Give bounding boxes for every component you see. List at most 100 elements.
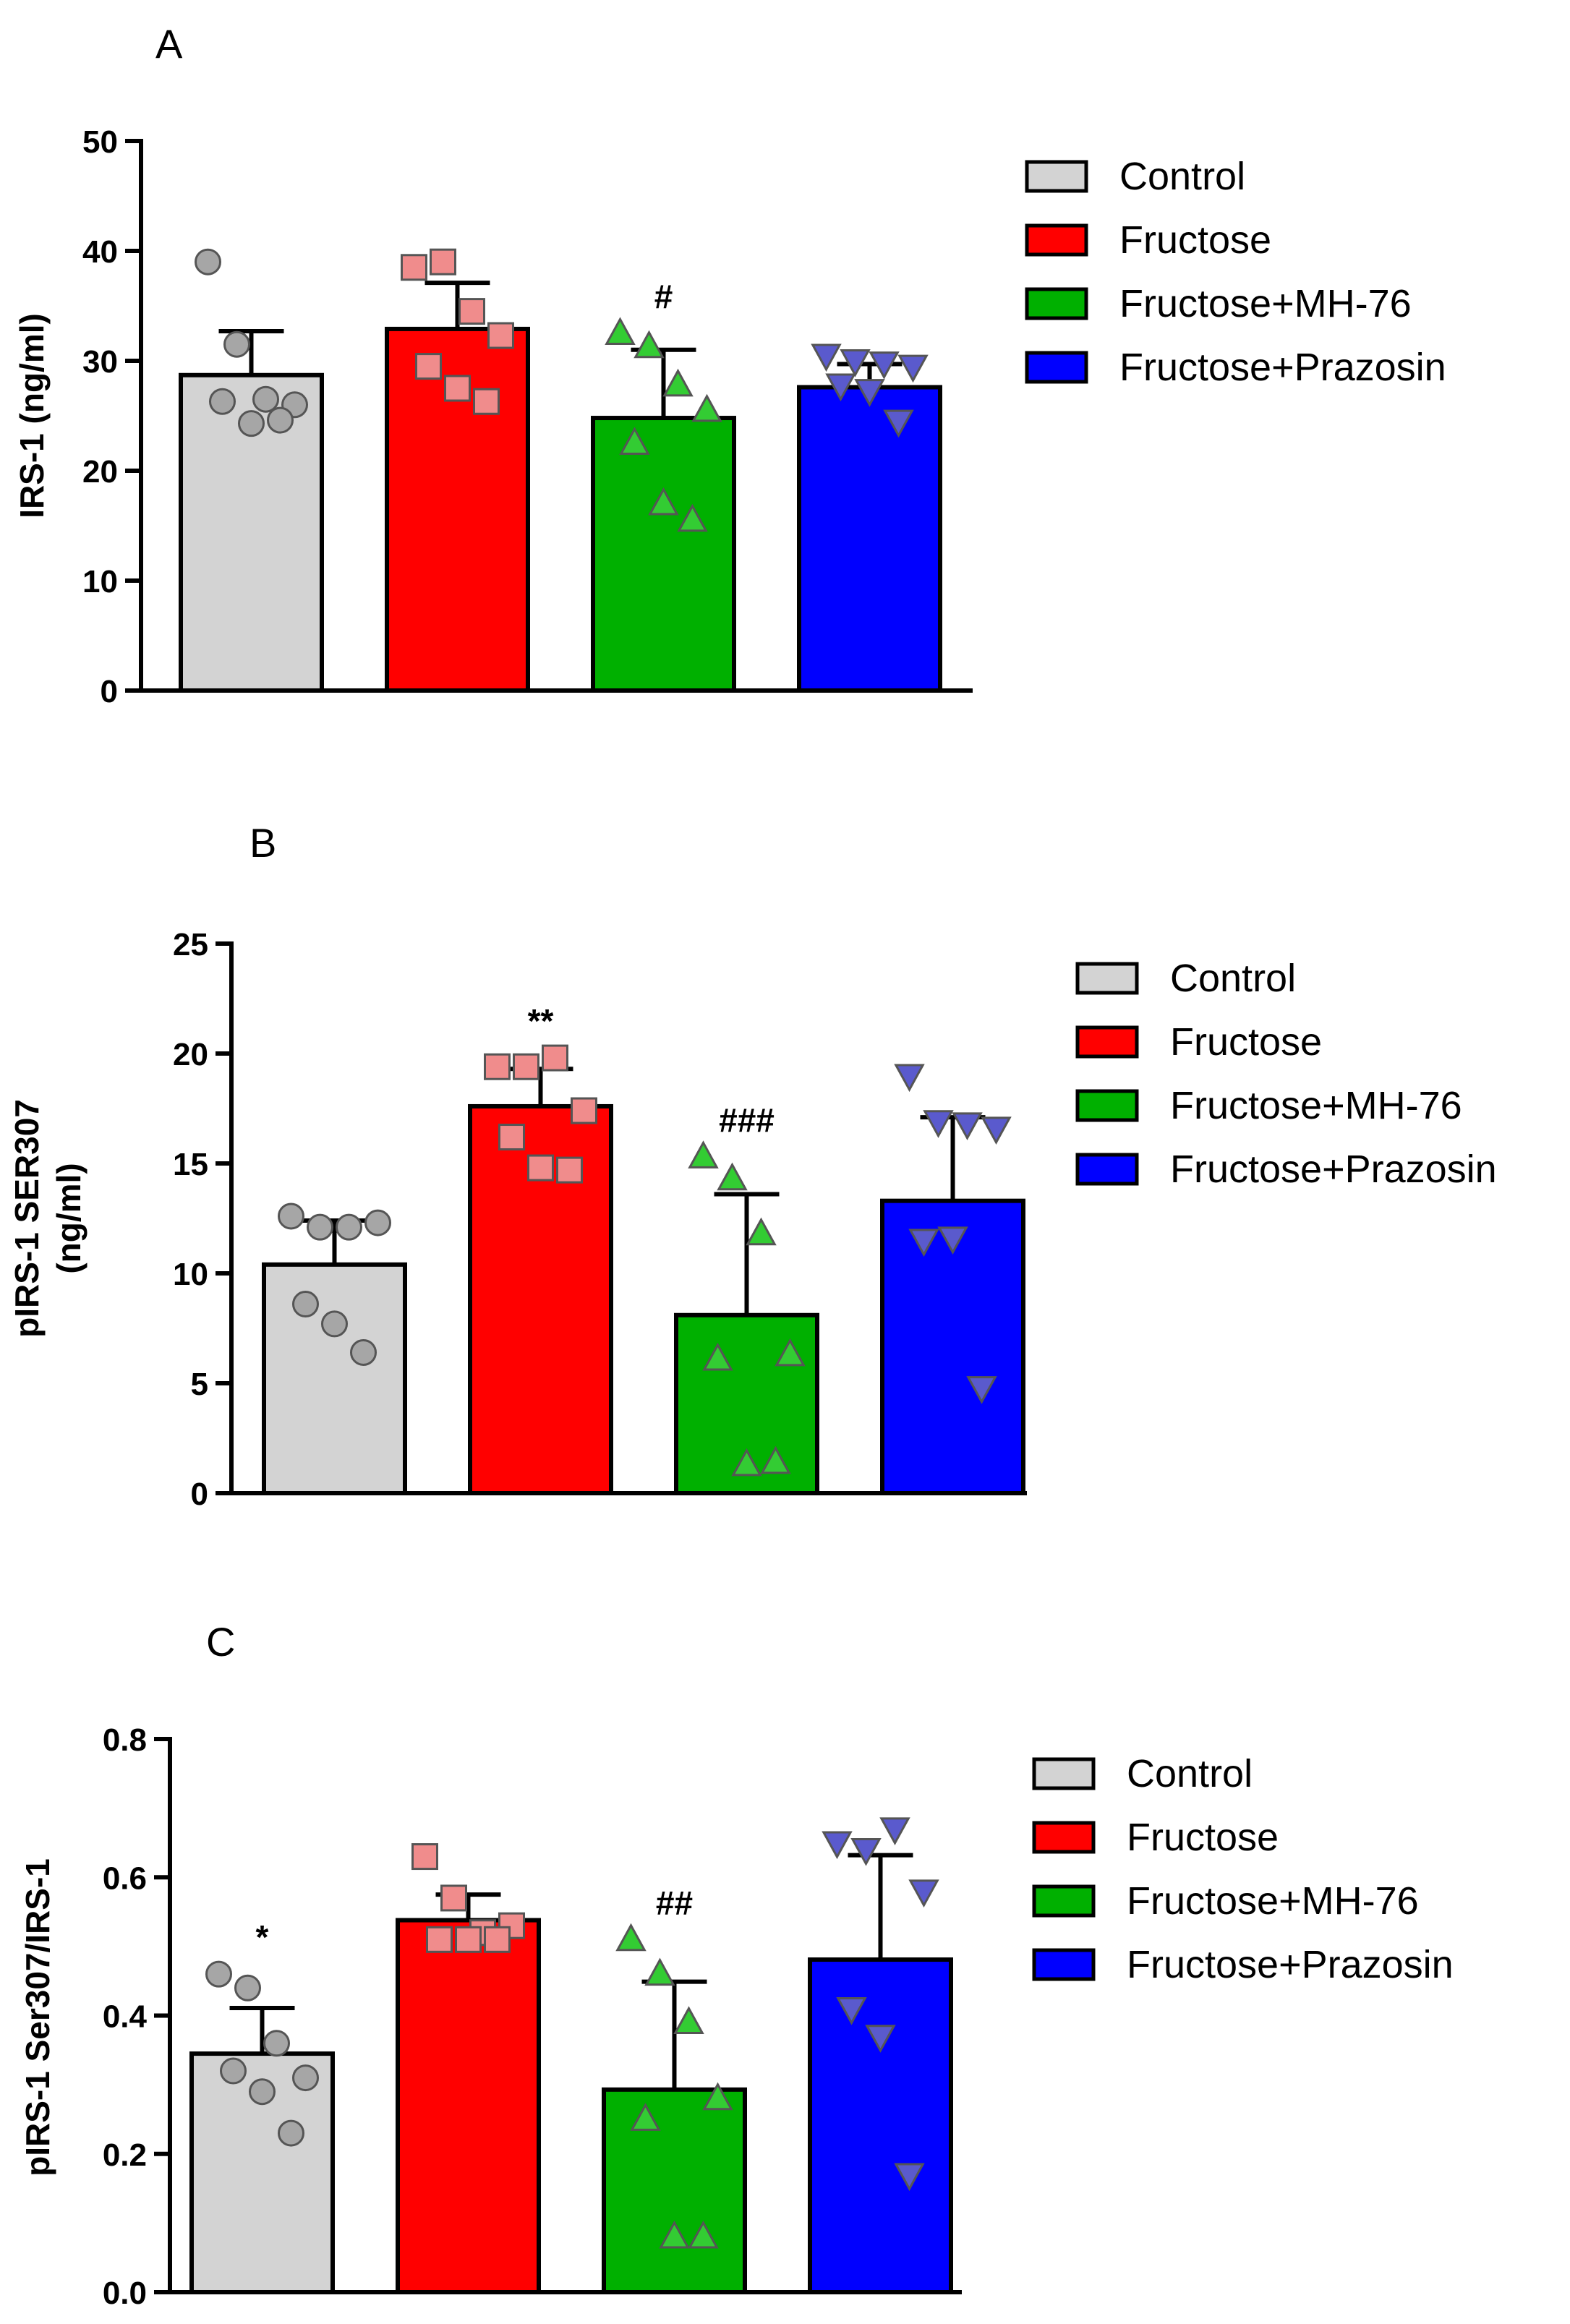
bar: [797, 385, 942, 693]
data-point: [633, 330, 665, 359]
legend-swatch: [1025, 287, 1088, 320]
bar: [808, 1957, 953, 2294]
data-point: [908, 1229, 939, 1257]
data-point: [966, 1376, 997, 1404]
data-point: [484, 1053, 511, 1080]
bar: [396, 1918, 541, 2295]
legend-label: Fructose: [1119, 218, 1271, 262]
y-tick-label: 30: [82, 344, 118, 380]
panel-label: B: [249, 820, 276, 866]
data-point: [869, 351, 900, 380]
data-point: [615, 1923, 647, 1952]
y-tick-label: 20: [82, 454, 118, 490]
data-point: [879, 1817, 910, 1845]
data-point: [673, 2006, 704, 2035]
legend-label: Fructose+Prazosin: [1119, 346, 1446, 389]
data-point: [923, 1110, 954, 1138]
data-point: [278, 2119, 304, 2147]
data-point: [430, 248, 456, 275]
significance-label: *: [256, 1918, 269, 1956]
legend-swatch: [1025, 160, 1088, 193]
data-point: [702, 2082, 733, 2111]
data-point: [411, 1843, 438, 1871]
legend-swatch: [1025, 351, 1088, 384]
y-tick-label: 0.2: [103, 2137, 147, 2173]
legend-swatch: [1075, 1153, 1139, 1186]
panel-label: A: [155, 21, 183, 67]
data-point: [278, 1202, 304, 1230]
data-point: [292, 2064, 319, 2092]
legend-label: Fructose+MH-76: [1119, 282, 1412, 325]
data-point: [364, 1209, 391, 1236]
legend-label: Control: [1119, 155, 1245, 198]
legend-swatch: [1075, 1025, 1139, 1059]
data-point: [498, 1124, 525, 1151]
data-point: [822, 1831, 853, 1860]
y-axis-label: IRS-1 (ng/ml): [13, 313, 51, 518]
data-point: [455, 1926, 482, 1953]
y-tick-label: 15: [173, 1147, 208, 1182]
y-tick-label: 5: [191, 1367, 208, 1402]
bar: [262, 1262, 407, 1495]
y-tick-label: 0.0: [103, 2276, 147, 2311]
data-point: [688, 2220, 719, 2249]
y-tick-label: 0: [101, 674, 118, 709]
data-point: [854, 379, 885, 407]
data-point: [249, 2078, 276, 2106]
data-point: [952, 1112, 983, 1140]
data-point: [619, 427, 650, 455]
legend-swatch: [1032, 1948, 1096, 1981]
legend-swatch: [1032, 1757, 1096, 1790]
legend: Control Fructose Fructose+MH-76 Fructose+Pr…: [1025, 155, 1446, 389]
data-point: [746, 1217, 777, 1246]
data-point: [220, 2057, 247, 2085]
y-tick-label: 0.6: [103, 1861, 147, 1896]
data-point: [336, 1213, 362, 1241]
panel-label: C: [206, 1619, 235, 1665]
data-point: [731, 1448, 762, 1477]
data-point: [307, 1213, 333, 1241]
legend-label: Fructose+MH-76: [1170, 1084, 1462, 1127]
data-point: [263, 2030, 290, 2057]
y-tick-label: 10: [173, 1257, 208, 1292]
y-tick-label: 40: [82, 234, 118, 270]
data-point: [195, 248, 221, 275]
legend-swatch: [1025, 223, 1088, 257]
significance-label: ##: [656, 1884, 693, 1921]
data-point: [883, 409, 914, 438]
data-point: [836, 1996, 867, 2025]
y-tick-label: 50: [82, 124, 118, 160]
data-point: [238, 410, 265, 437]
legend-swatch: [1032, 1821, 1096, 1854]
data-point: [527, 1154, 554, 1182]
significance-label: #: [654, 278, 673, 315]
legend: Control Fructose Fructose+MH-76 Fructose+Pr…: [1075, 957, 1497, 1191]
legend-label: Control: [1127, 1752, 1253, 1795]
data-point: [542, 1044, 568, 1072]
legend-label: Fructose: [1127, 1816, 1279, 1859]
data-point: [840, 349, 871, 377]
legend-swatch: [1032, 1884, 1096, 1918]
data-point: [677, 503, 708, 532]
bar: [591, 416, 736, 693]
data-point: [556, 1156, 583, 1184]
data-point: [571, 1097, 597, 1124]
legend-label: Fructose+Prazosin: [1170, 1148, 1497, 1191]
legend-swatch: [1075, 962, 1139, 995]
data-point: [811, 343, 842, 372]
legend-label: Fructose+Prazosin: [1127, 1943, 1454, 1986]
y-tick-label: 0.4: [103, 1999, 148, 2035]
data-point: [321, 1310, 348, 1338]
data-point: [894, 2163, 925, 2192]
data-point: [775, 1338, 806, 1367]
legend-label: Fructose+MH-76: [1127, 1879, 1419, 1923]
y-axis-label: pIRS-1 SER307: [8, 1099, 46, 1338]
legend-label: Control: [1170, 957, 1296, 1000]
y-tick-label: 20: [173, 1037, 208, 1072]
bar: [602, 2087, 747, 2295]
data-point: [630, 2103, 661, 2131]
data-point: [513, 1053, 539, 1080]
